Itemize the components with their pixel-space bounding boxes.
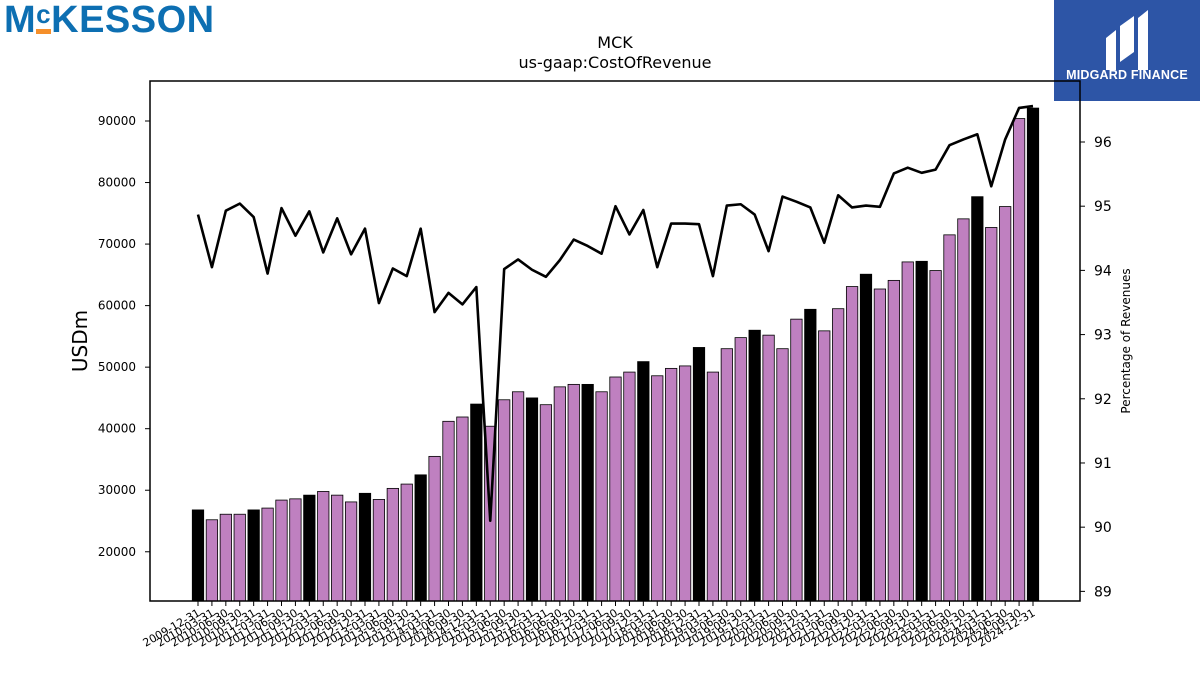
bar-2013-09-30: [400, 483, 413, 602]
bar-2020-06-30: [776, 348, 789, 602]
bar-2013-12-31: [414, 474, 427, 602]
bar-2024-06-30: [999, 206, 1012, 602]
bar-2014-03-31: [428, 455, 441, 602]
bar-2024-12-31: [1026, 107, 1040, 602]
y2-tick-label: 96: [1094, 135, 1112, 151]
bar-2010-06-30: [219, 513, 232, 602]
bar-2010-03-31: [205, 519, 219, 602]
bar-2014-12-31: [470, 403, 483, 602]
y-tick-label: 40000: [98, 422, 136, 436]
bar-2013-03-31: [372, 499, 386, 602]
y-tick-label: 20000: [98, 545, 136, 559]
y2-tick-label: 92: [1094, 392, 1112, 408]
bar-2018-06-30: [665, 367, 678, 602]
bar-2022-03-31: [873, 288, 887, 602]
bar-2015-12-31: [525, 397, 539, 602]
bar-2015-06-30: [498, 399, 511, 602]
y-tick-label: 90000: [98, 114, 136, 128]
bar-2017-12-31: [637, 361, 650, 602]
partner-name: MIDGARD FINANCE: [1066, 68, 1188, 82]
bar-2014-06-30: [442, 420, 455, 602]
bar-2010-12-31: [247, 509, 260, 602]
chart-title: MCK: [597, 33, 633, 52]
bar-2013-06-30: [386, 487, 399, 602]
bar-2017-06-30: [609, 376, 622, 602]
bar-2021-12-31: [859, 273, 873, 602]
x-axis: 2009-12-312010-03-312010-06-302010-09-30…: [141, 601, 1038, 650]
bar-2019-06-30: [720, 348, 733, 602]
bar-2018-12-31: [692, 347, 706, 602]
bar-2023-03-31: [929, 270, 942, 602]
bar-2021-03-31: [818, 330, 831, 602]
bar-2011-12-31: [303, 494, 316, 602]
y-tick-label: 60000: [98, 299, 136, 313]
bar-2011-03-31: [261, 507, 274, 602]
bar-2011-06-30: [275, 499, 288, 602]
bar-2009-12-31: [191, 509, 205, 602]
bar-2021-06-30: [832, 308, 845, 602]
y2-tick-label: 93: [1094, 328, 1112, 344]
bar-2022-09-30: [901, 261, 914, 602]
bar-2021-09-30: [845, 286, 859, 602]
bar-2012-03-31: [317, 491, 330, 602]
y2-axis: 89 90 91 92 93 94 95 96: [1080, 135, 1112, 600]
y-axis-label: USDm: [68, 310, 92, 372]
bar-2019-03-31: [706, 371, 720, 602]
bar-2012-06-30: [331, 494, 344, 602]
y-tick-label: 30000: [98, 483, 136, 497]
bar-2024-09-30: [1012, 118, 1026, 602]
bar-2018-03-31: [651, 375, 664, 602]
y-tick-label: 70000: [98, 237, 136, 251]
bar-2019-09-30: [734, 337, 747, 602]
bar-2024-03-31: [985, 227, 998, 602]
bar-2022-12-31: [915, 260, 928, 602]
bar-2014-09-30: [456, 416, 469, 602]
bar-2018-09-30: [678, 365, 692, 602]
bar-2016-03-31: [539, 404, 553, 602]
bar-2011-09-30: [289, 498, 302, 602]
y-axis: 20000 30000 40000 50000 60000 70000 80000 90000: [98, 114, 150, 559]
brand-name: McKESSON: [4, 0, 215, 41]
percentage-line: [196, 104, 1034, 523]
y2-tick-label: 89: [1094, 584, 1112, 600]
y2-tick-label: 94: [1094, 263, 1112, 279]
bar-2016-06-30: [553, 386, 566, 602]
mckesson-logo: McKESSON: [4, 0, 215, 40]
midgard-m-icon: [1106, 10, 1148, 70]
chart-subtitle: us-gaap:CostOfRevenue: [518, 53, 711, 72]
bar-2023-09-30: [957, 218, 970, 602]
y-tick-label: 50000: [98, 360, 136, 374]
bar-series: [191, 107, 1040, 602]
bar-2017-09-30: [623, 371, 636, 602]
bar-2016-12-31: [581, 383, 594, 602]
y2-tick-label: 91: [1094, 456, 1112, 472]
bar-2010-09-30: [233, 513, 246, 602]
bar-2023-12-31: [971, 196, 984, 602]
bar-2023-06-30: [943, 234, 956, 602]
bar-2020-03-31: [762, 334, 775, 602]
y2-axis-label: Percentage of Revenues: [1119, 268, 1133, 413]
bar-2017-03-31: [595, 391, 608, 602]
bar-2022-06-30: [887, 279, 900, 602]
y-tick-label: 80000: [98, 176, 136, 190]
y2-tick-label: 90: [1094, 520, 1112, 536]
bar-2019-12-31: [748, 329, 761, 602]
midgard-finance-logo: MIDGARD FINANCE: [1054, 0, 1200, 101]
bar-2012-12-31: [358, 492, 372, 602]
bar-2015-09-30: [511, 391, 525, 602]
bar-2020-12-31: [804, 308, 817, 602]
bar-2020-09-30: [790, 318, 803, 602]
bar-2012-09-30: [344, 501, 358, 602]
y2-tick-label: 95: [1094, 199, 1112, 215]
bar-2016-09-30: [567, 383, 580, 602]
